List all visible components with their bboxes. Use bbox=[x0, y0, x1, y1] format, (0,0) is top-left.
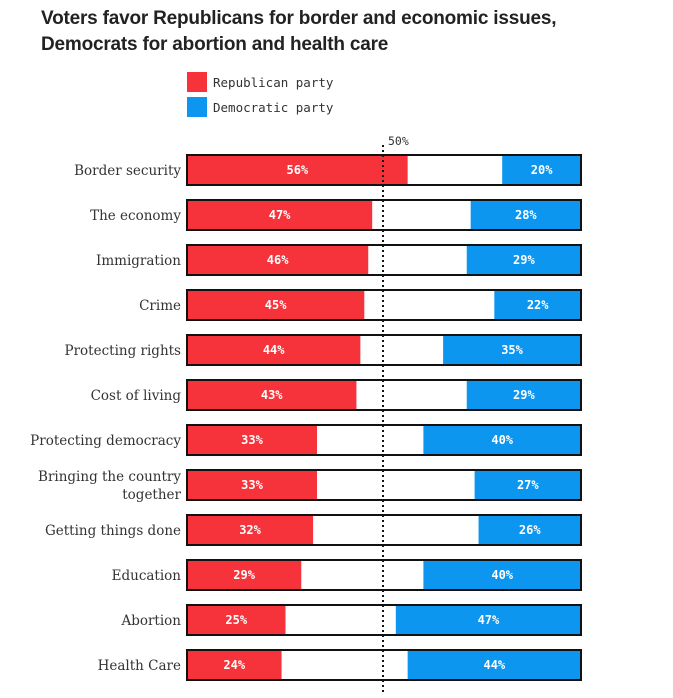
category-label: Bringing the country together bbox=[38, 469, 182, 503]
data-label-republican: 56% bbox=[286, 163, 308, 177]
data-label-republican: 32% bbox=[239, 523, 261, 537]
legend-label-democratic: Democratic party bbox=[213, 99, 334, 115]
legend-label-republican: Republican party bbox=[213, 74, 334, 90]
data-label-democratic: 44% bbox=[483, 658, 505, 672]
data-label-democratic: 40% bbox=[491, 433, 513, 447]
data-label-democratic: 40% bbox=[491, 568, 513, 582]
bar-republican bbox=[187, 335, 361, 365]
bar-republican bbox=[187, 650, 282, 680]
legend-swatch-republican bbox=[187, 72, 207, 92]
category-label-line: Bringing the country bbox=[38, 469, 181, 485]
category-label: Getting things done bbox=[45, 523, 181, 539]
bar-democratic bbox=[423, 560, 581, 590]
category-label: Immigration bbox=[96, 253, 181, 269]
bar-democratic bbox=[466, 245, 581, 275]
category-label: Abortion bbox=[120, 613, 181, 629]
chart-title-line-1: Voters favor Republicans for border and … bbox=[41, 8, 557, 29]
category-label-line: together bbox=[122, 487, 181, 503]
bar-republican bbox=[187, 200, 373, 230]
bar-republican bbox=[187, 245, 369, 275]
bar-republican bbox=[187, 290, 365, 320]
bar-republican bbox=[187, 560, 302, 590]
category-label: Education bbox=[112, 568, 182, 584]
data-label-democratic: 27% bbox=[517, 478, 539, 492]
bar-republican bbox=[187, 605, 286, 635]
bar-democratic bbox=[443, 335, 581, 365]
data-label-democratic: 28% bbox=[515, 208, 537, 222]
data-label-republican: 47% bbox=[269, 208, 291, 222]
bar-republican bbox=[187, 515, 314, 545]
bar-democratic bbox=[478, 515, 581, 545]
category-label: Crime bbox=[139, 298, 181, 314]
data-label-republican: 29% bbox=[233, 568, 255, 582]
category-label: Protecting rights bbox=[65, 343, 182, 359]
bar-democratic bbox=[466, 380, 581, 410]
category-label: The economy bbox=[90, 208, 181, 224]
bar-democratic bbox=[474, 470, 581, 500]
bar-democratic bbox=[470, 200, 581, 230]
legend-swatch-democratic bbox=[187, 97, 207, 117]
data-label-democratic: 29% bbox=[513, 388, 535, 402]
chart-title: Voters favor Republicans for border and … bbox=[41, 6, 661, 58]
reference-line-label: 50% bbox=[388, 134, 409, 148]
data-label-republican: 33% bbox=[241, 433, 263, 447]
data-label-republican: 24% bbox=[223, 658, 245, 672]
category-label: Health Care bbox=[98, 658, 181, 674]
bar-democratic bbox=[395, 605, 581, 635]
data-label-democratic: 20% bbox=[531, 163, 553, 177]
bar-democratic bbox=[502, 155, 581, 185]
bar-republican bbox=[187, 380, 357, 410]
data-label-republican: 43% bbox=[261, 388, 283, 402]
data-label-republican: 25% bbox=[225, 613, 247, 627]
chart-title-line-2: Democrats for abortion and health care bbox=[41, 34, 389, 55]
data-label-democratic: 47% bbox=[478, 613, 500, 627]
legend-item-democratic: Democratic party bbox=[187, 97, 333, 117]
bar-republican bbox=[187, 425, 318, 455]
category-label: Border security bbox=[74, 163, 181, 179]
legend: Republican party Democratic party bbox=[187, 72, 333, 122]
bar-democratic bbox=[407, 650, 581, 680]
data-label-democratic: 22% bbox=[527, 298, 549, 312]
bar-democratic bbox=[494, 290, 581, 320]
data-label-republican: 44% bbox=[263, 343, 285, 357]
data-label-republican: 33% bbox=[241, 478, 263, 492]
data-label-democratic: 26% bbox=[519, 523, 541, 537]
category-label: Protecting democracy bbox=[30, 433, 181, 449]
data-label-democratic: 29% bbox=[513, 253, 535, 267]
bar-republican bbox=[187, 470, 318, 500]
category-label: Cost of living bbox=[91, 388, 182, 404]
bar-democratic bbox=[423, 425, 581, 455]
data-label-republican: 45% bbox=[265, 298, 287, 312]
data-label-republican: 46% bbox=[267, 253, 289, 267]
bar-republican bbox=[187, 155, 408, 185]
legend-item-republican: Republican party bbox=[187, 72, 333, 92]
data-label-democratic: 35% bbox=[501, 343, 523, 357]
